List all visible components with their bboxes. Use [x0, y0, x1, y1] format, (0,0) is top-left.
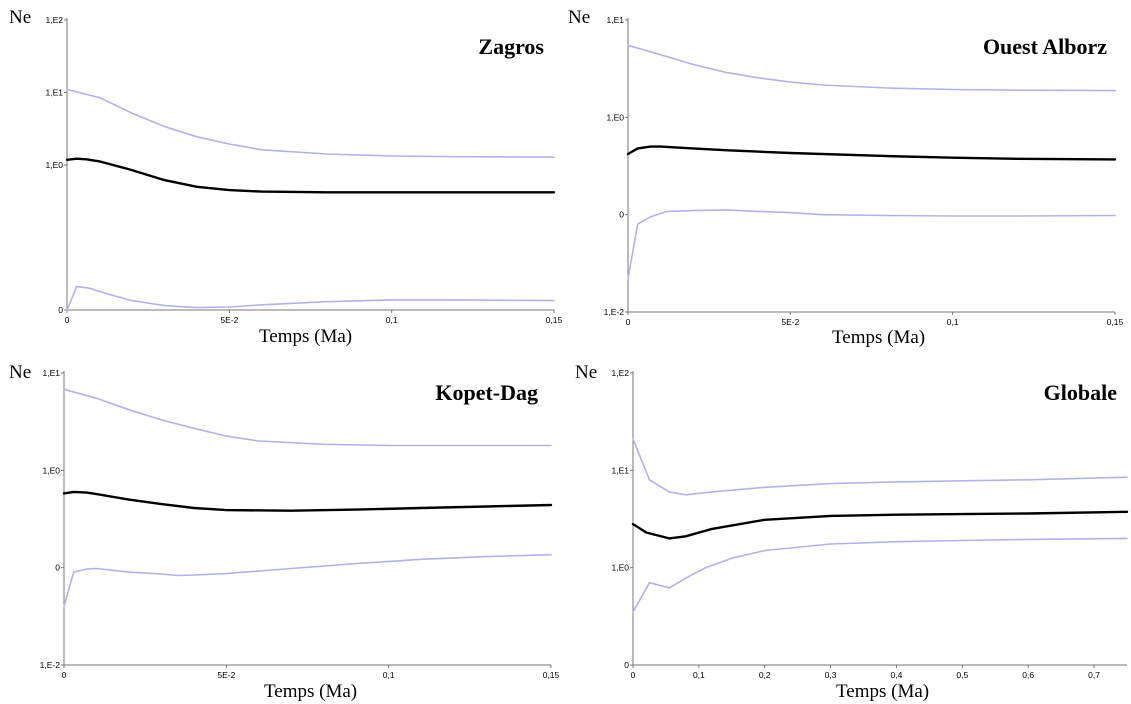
- x-tick-label: 0,7: [1088, 670, 1100, 680]
- series-line-median: [62, 490, 553, 512]
- y-axis-label: Ne: [9, 7, 32, 28]
- x-tick-label: 0,1: [386, 315, 398, 325]
- series-line-upper: [66, 88, 555, 158]
- x-tick-label: 0: [626, 317, 631, 327]
- y-axis-label: Ne: [9, 362, 32, 383]
- x-tick-label: 0: [65, 315, 70, 325]
- x-axis-label: Temps (Ma): [836, 681, 930, 702]
- series-line-lower: [63, 553, 552, 608]
- x-tick-label: 0,4: [891, 670, 903, 680]
- x-tick-label: 0,1: [383, 670, 395, 680]
- x-tick-label: 5E-2: [217, 670, 235, 680]
- y-tick-label: 1,E-2: [604, 307, 625, 317]
- x-tick-label: 0,15: [543, 670, 560, 680]
- y-tick-label: 1,E1: [43, 368, 61, 378]
- x-tick-label: 0,5: [956, 670, 968, 680]
- x-tick-label: 0: [631, 670, 636, 680]
- x-tick-label: 0,1: [693, 670, 705, 680]
- y-tick-label: 1,E2: [46, 15, 64, 25]
- chart-title: Zagros: [478, 34, 544, 59]
- chart-title: Globale: [1043, 380, 1117, 405]
- x-tick-label: 0,1: [947, 317, 959, 327]
- x-tick-label: 0: [62, 670, 67, 680]
- y-tick-label: 0: [624, 660, 629, 670]
- y-tick-label: 1,E-2: [40, 660, 61, 670]
- series-line-upper: [627, 44, 1116, 92]
- series-line-median: [626, 145, 1117, 161]
- x-tick-label: 0,15: [546, 315, 563, 325]
- y-tick-label: 1,E0: [607, 112, 625, 122]
- series-line-upper: [632, 438, 1128, 496]
- y-tick-label: 0: [619, 210, 624, 220]
- y-tick-label: 1,E0: [43, 465, 61, 475]
- x-tick-label: 0,6: [1022, 670, 1034, 680]
- x-axis-label: Temps (Ma): [259, 326, 353, 347]
- y-tick-label: 1,E2: [612, 368, 630, 378]
- series-line-median: [65, 157, 556, 194]
- x-tick-label: 0,15: [1107, 317, 1124, 327]
- y-tick-label: 1,E1: [46, 88, 64, 98]
- y-tick-label: 0: [58, 305, 63, 315]
- y-tick-label: 1,E1: [612, 465, 630, 475]
- x-tick-label: 5E-2: [781, 317, 799, 327]
- x-tick-label: 5E-2: [220, 315, 238, 325]
- x-axis-label: Temps (Ma): [264, 681, 358, 702]
- y-axis-label: Ne: [568, 7, 591, 28]
- y-tick-label: 1,E0: [46, 160, 64, 170]
- series-line-median: [631, 510, 1129, 540]
- y-axis-label: Ne: [575, 362, 598, 383]
- series-line-lower: [632, 537, 1128, 613]
- series-line-lower: [66, 285, 555, 311]
- chart-title: Kopet-Dag: [435, 380, 538, 405]
- y-tick-label: 1,E1: [607, 15, 625, 25]
- series-line-upper: [63, 388, 552, 447]
- x-axis-label: Temps (Ma): [832, 327, 926, 348]
- y-tick-label: 0: [55, 563, 60, 573]
- series-line-lower: [627, 209, 1116, 280]
- x-tick-label: 0,2: [759, 670, 771, 680]
- chart-title: Ouest Alborz: [982, 34, 1107, 59]
- x-tick-label: 0,3: [825, 670, 837, 680]
- y-tick-label: 1,E0: [612, 563, 630, 573]
